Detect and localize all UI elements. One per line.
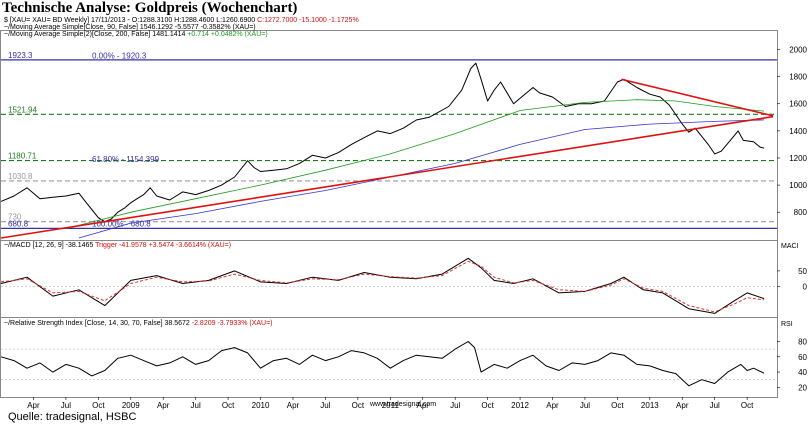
macd-series-macd <box>0 257 765 314</box>
level-label: 1030.8 <box>8 172 33 181</box>
macd-legend: ~/MACD [12, 26, 9] -38.1465 Trigger -41.… <box>4 242 231 249</box>
rsi-ytick-label: 80 <box>798 337 807 346</box>
macd-ytick-label: 50 <box>798 267 807 276</box>
rsi-series-rsi <box>0 341 765 387</box>
price-ytick-label: 800 <box>794 208 808 217</box>
chart-marks: 8001000120014001600180020001923.31521.94… <box>0 45 808 410</box>
xtick-label: Apr <box>287 401 300 410</box>
price-ytick-label: 2000 <box>789 45 807 54</box>
xtick-label: Jul <box>61 401 71 410</box>
rsi-ytick-label: 20 <box>798 383 807 392</box>
watermark: www.tradesignal.com <box>369 401 436 408</box>
xtick-label: Apr <box>546 401 559 410</box>
xtick-label: Oct <box>222 401 235 410</box>
level-label: 680.8 <box>8 219 29 228</box>
xtick-label: 2010 <box>252 401 270 410</box>
macd-panel-frame <box>0 240 778 318</box>
page-title: Technische Analyse: Goldpreis (Wochencha… <box>2 0 298 16</box>
ma90-legend: ~/Moving Average Simple[Close, 90, False… <box>4 24 256 31</box>
fib-label: 0.00% - 1920.3 <box>92 51 147 60</box>
price-ytick-label: 1200 <box>789 154 807 163</box>
xtick-label: Jul <box>580 401 590 410</box>
xtick-label: Oct <box>611 401 624 410</box>
xtick-label: 2009 <box>122 401 140 410</box>
price-ytick-label: 1400 <box>789 127 807 136</box>
price-series-ma-200 <box>78 119 765 239</box>
ma200-legend-change: +0.714 +0.0482% (XAU=) <box>187 31 267 38</box>
fib-label: 61.80% - 1154.399 <box>92 155 160 164</box>
price-panel-frame <box>0 30 778 241</box>
xtick-label: Apr <box>676 401 689 410</box>
macd-ytick-label: 0 <box>803 283 808 292</box>
xtick-label: Oct <box>92 401 105 410</box>
ma200-legend-text: ~/Moving Average Simple(2)[Close, 200, F… <box>4 31 187 38</box>
level-label: 1923.3 <box>8 51 33 60</box>
price-legend-text: $ [XAU= XAU= BD Weekly] 17/11/2013 - O:1… <box>4 17 257 24</box>
price-series-trend-resistance <box>621 78 774 117</box>
xtick-label: Jul <box>710 401 720 410</box>
price-series-ma-90 <box>65 99 765 229</box>
xtick-label: Apr <box>157 401 170 410</box>
xtick-label: Apr <box>27 401 40 410</box>
macd-legend-text: ~/MACD [12, 26, 9] -38.1465 <box>4 242 95 249</box>
xtick-label: Jul <box>450 401 460 410</box>
rsi-panel-frame <box>0 317 778 398</box>
ma200-legend: ~/Moving Average Simple(2)[Close, 200, F… <box>4 31 268 38</box>
fib-label: 100.00% - 680.8 <box>92 219 151 228</box>
xtick-label: Oct <box>481 401 494 410</box>
rsi-ytick-label: 60 <box>798 353 807 362</box>
price-ytick-label: 1600 <box>789 100 807 109</box>
rsi-axis-label: RSI <box>781 321 793 328</box>
xtick-label: Jul <box>320 401 330 410</box>
level-label: 1180.71 <box>8 152 37 161</box>
price-ytick-label: 1000 <box>789 181 807 190</box>
level-label: 1521.94 <box>8 105 37 114</box>
price-series-close <box>0 62 765 223</box>
rsi-legend-text: ~/Relative Strength Index [Close, 14, 30… <box>4 320 192 327</box>
rsi-ytick-label: 40 <box>798 368 807 377</box>
xtick-label: Oct <box>741 401 754 410</box>
macd-axis-label: MACI <box>781 243 799 250</box>
ma90-legend-text: ~/Moving Average Simple[Close, 90, False… <box>4 24 256 31</box>
macd-legend-trigger: Trigger -41.9578 +3.5474 -3.6614% (XAU=) <box>95 242 231 249</box>
xtick-label: Oct <box>352 401 365 410</box>
xtick-label: 2011 <box>382 401 400 410</box>
xtick-label: Apr <box>417 401 430 410</box>
xtick-label: Jul <box>191 401 201 410</box>
level-label: 730 <box>8 213 22 222</box>
price-series-trend-support <box>0 115 774 239</box>
rsi-legend: ~/Relative Strength Index [Close, 14, 30… <box>4 320 273 327</box>
xtick-label: 2012 <box>511 401 529 410</box>
price-legend-close: C:1272.7000 -15.1000 -1.1725% <box>257 17 359 24</box>
source-note: Quelle: tradesignal, HSBC <box>8 411 137 423</box>
price-ytick-label: 1800 <box>789 73 807 82</box>
price-legend-line-1: $ [XAU= XAU= BD Weekly] 17/11/2013 - O:1… <box>4 17 359 24</box>
macd-series-trigger <box>0 260 765 313</box>
xtick-label: 2013 <box>641 401 659 410</box>
rsi-legend-change: -2.8209 -3.7933% (XAU=) <box>192 320 273 327</box>
